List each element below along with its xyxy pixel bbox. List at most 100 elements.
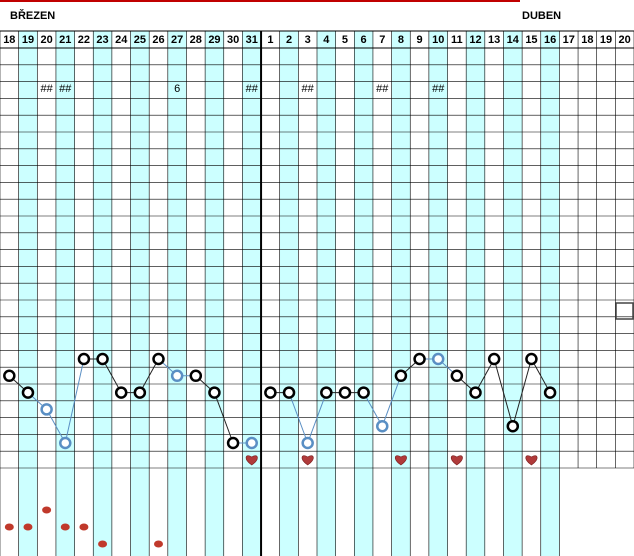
temperature-marker: [77, 352, 91, 366]
month-label: DUBEN: [522, 10, 561, 22]
day-header: 19: [600, 34, 612, 46]
day-header: 30: [227, 34, 239, 46]
month-label: BŘEZEN: [10, 9, 55, 22]
columns: [18, 31, 560, 556]
heart: [245, 455, 258, 466]
day-header: 26: [152, 34, 164, 46]
day-header: 16: [544, 34, 556, 46]
day-header: 22: [78, 34, 90, 46]
temperature-marker: [226, 436, 240, 450]
shaded-column: [130, 31, 150, 556]
temperature-marker: [543, 386, 557, 399]
dot: [60, 523, 70, 531]
day-header: 3: [305, 34, 311, 46]
shaded-column: [55, 31, 75, 556]
temperature-marker: [264, 386, 277, 399]
shaded-column: [93, 31, 112, 556]
temperature-marker: [114, 386, 128, 399]
day-header: 28: [190, 34, 202, 46]
day-header: 19: [22, 34, 34, 46]
temperature-marker: [413, 352, 426, 366]
temperature-marker: [170, 369, 184, 383]
shaded-column: [18, 31, 38, 556]
heart: [525, 455, 538, 466]
day-header: 6: [361, 34, 367, 46]
temperature-marker: [3, 369, 16, 383]
temperature-marker: [376, 419, 389, 433]
shaded-column: [428, 31, 448, 556]
connector: [46, 409, 66, 444]
temperature-marker: [245, 436, 258, 450]
day-header: 27: [171, 34, 183, 46]
dot: [79, 523, 89, 531]
dot: [154, 540, 163, 548]
dot: [98, 540, 108, 548]
temperature-marker: [96, 352, 109, 366]
note: ##: [246, 83, 259, 95]
shaded-column: [466, 31, 485, 556]
note: 6: [174, 83, 180, 95]
temperature-marker: [152, 352, 165, 366]
shaded-column: [503, 31, 523, 556]
heart: [394, 455, 407, 466]
day-header: 13: [488, 34, 500, 46]
connector: [64, 358, 85, 444]
marks: [3, 352, 557, 548]
connector: [307, 392, 327, 444]
connector: [531, 358, 551, 393]
temperature-marker: [208, 386, 221, 399]
day-header: 12: [469, 34, 481, 46]
temperature-marker: [469, 386, 482, 399]
day-header: 18: [3, 34, 15, 46]
day-header: 4: [323, 34, 330, 46]
note: ##: [376, 83, 389, 95]
heart: [301, 455, 314, 466]
note: ##: [432, 83, 445, 95]
day-header: 8: [398, 34, 404, 46]
connector: [139, 358, 159, 393]
shaded-column: [317, 31, 336, 556]
connector: [512, 358, 532, 427]
day-header: 20: [40, 34, 52, 46]
day-header: 17: [563, 34, 575, 46]
day-header: 24: [115, 34, 128, 46]
connector: [381, 375, 402, 427]
temperature-marker: [357, 386, 370, 399]
temperature-marker: [394, 369, 408, 383]
day-header: 21: [59, 34, 71, 46]
note: ##: [40, 83, 53, 95]
temperature-marker: [506, 419, 520, 433]
day-header: 29: [208, 34, 220, 46]
temperature-marker: [525, 352, 538, 366]
shaded-column: [354, 31, 373, 556]
note: ##: [59, 83, 72, 95]
temperature-marker: [40, 403, 53, 416]
shaded-column: [279, 31, 299, 556]
day-header: 10: [432, 34, 444, 46]
day-header: 7: [379, 34, 385, 46]
shaded-column: [205, 31, 224, 556]
temperature-marker: [431, 352, 445, 366]
connector: [102, 358, 122, 393]
day-header: 14: [507, 34, 520, 46]
connector: [363, 392, 383, 427]
temperature-marker: [133, 386, 147, 399]
heart: [450, 455, 463, 466]
day-header: 2: [286, 34, 292, 46]
dot: [23, 523, 33, 531]
shaded-column: [391, 31, 411, 556]
shaded-column: [167, 31, 187, 556]
note: ##: [302, 83, 315, 95]
day-header: 18: [581, 34, 593, 46]
temperature-marker: [487, 352, 501, 366]
connector: [213, 392, 234, 444]
temperature-marker: [189, 369, 203, 383]
temperature-marker: [21, 386, 35, 399]
connector: [493, 358, 514, 427]
day-header: 15: [525, 34, 537, 46]
day-header: 20: [619, 34, 631, 46]
day-header: 9: [416, 34, 422, 46]
dot: [42, 506, 52, 514]
selected-cell[interactable]: [615, 302, 634, 320]
